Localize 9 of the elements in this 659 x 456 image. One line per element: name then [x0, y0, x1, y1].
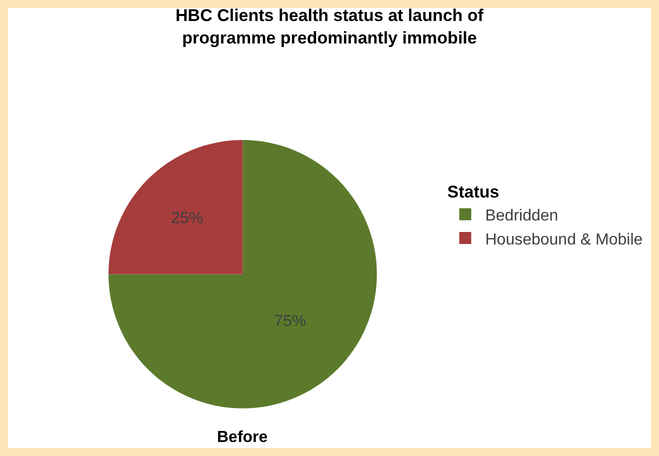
data-label: 75% [274, 313, 306, 330]
chart-title: HBC Clients health status at launch of programme predominantly immobile [176, 6, 484, 48]
legend-label: Housebound & Mobile [485, 231, 643, 248]
legend-title: Status [447, 182, 500, 202]
legend-label: Bedridden [485, 207, 558, 224]
pie-slice [108, 140, 243, 274]
pie-slice [108, 140, 377, 408]
data-label: 25% [171, 210, 204, 228]
text: Before [217, 429, 268, 446]
